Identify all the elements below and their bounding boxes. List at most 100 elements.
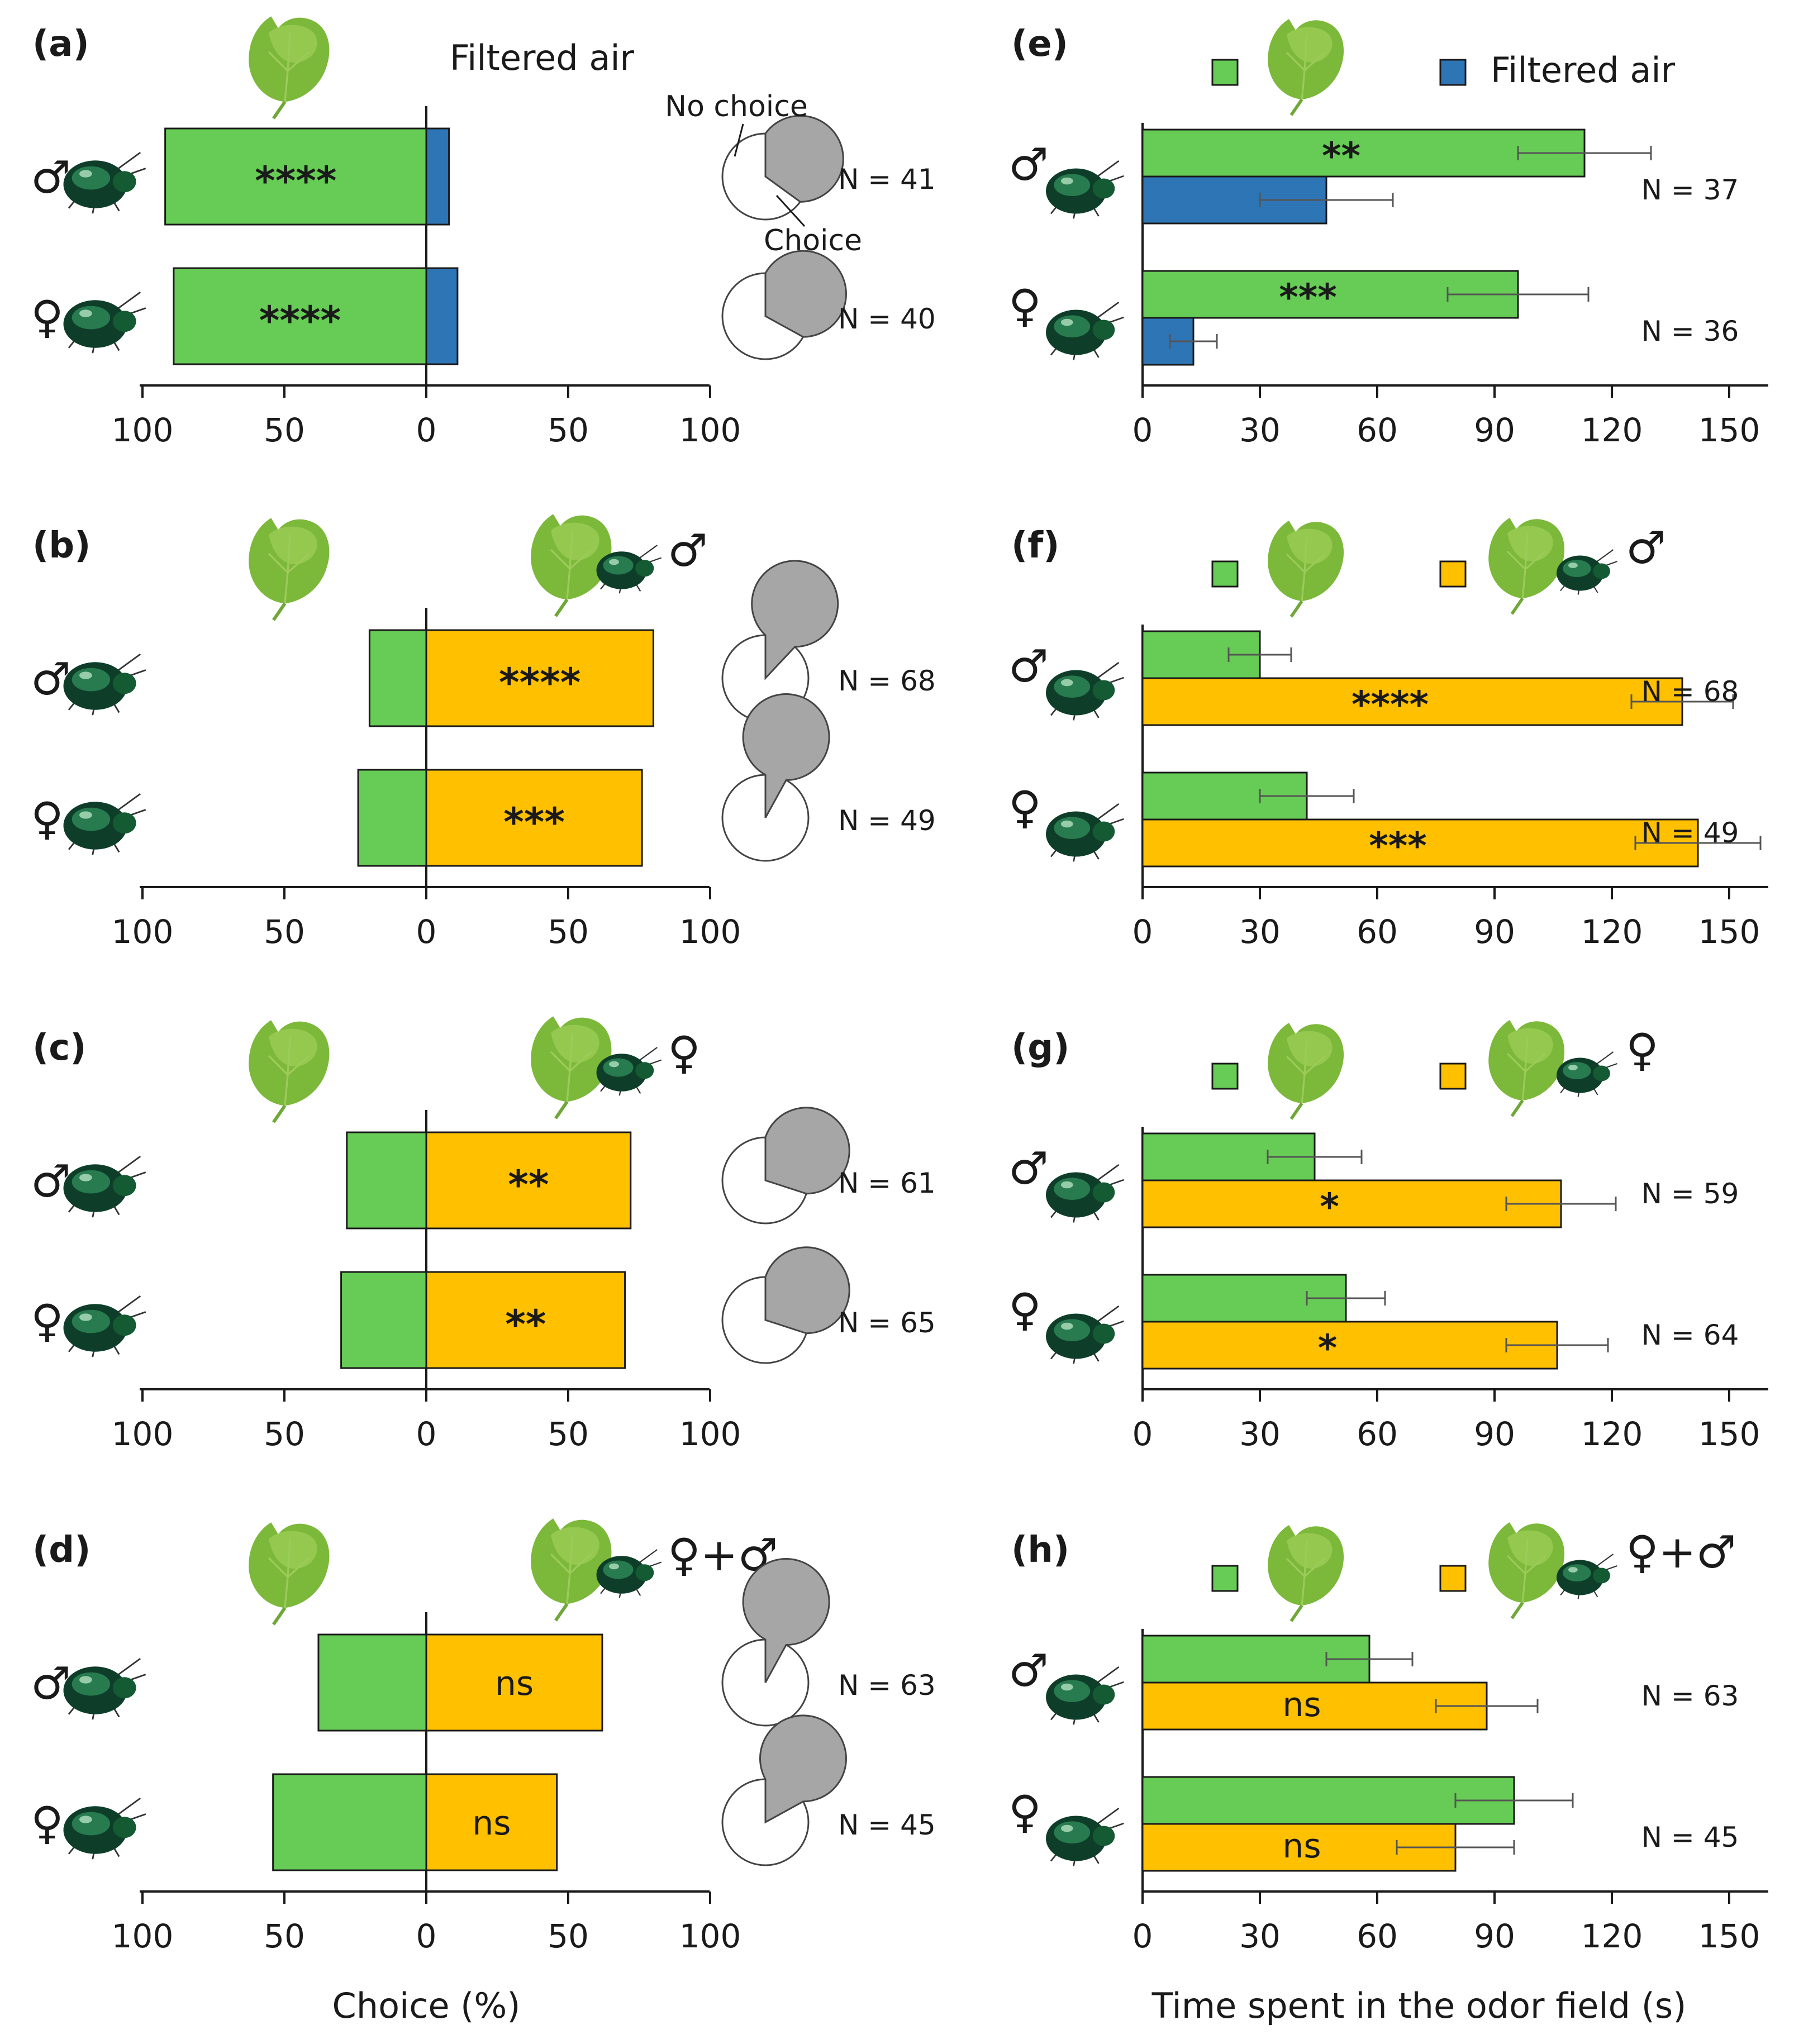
sample-size: N = 63: [838, 1669, 936, 1702]
sample-size: N = 59: [1641, 1178, 1739, 1210]
pie-choice: [759, 1714, 847, 1824]
bar-leaf: [368, 629, 427, 727]
beetle-head: [635, 1062, 654, 1079]
x-tick-label: 120: [1581, 913, 1643, 951]
x-tick-label: 50: [264, 1917, 305, 1955]
legend-swatch-leaf: [1211, 1063, 1239, 1090]
panel-h: (h) ♀+♂ ♂ ns N = 63 ♀ ns N = 45 0 30 60 90 120 150: [1008, 1522, 1768, 1955]
beetle-shine: [1563, 1564, 1591, 1581]
x-tick-label: 0: [416, 1415, 437, 1453]
beetle-head: [1092, 1684, 1115, 1705]
beetle-head: [1593, 1567, 1610, 1584]
beetle-head: [1092, 320, 1115, 340]
beetle-shine: [72, 668, 111, 692]
leaf-veins: [268, 32, 310, 102]
leaf-highlight: [551, 1527, 599, 1565]
x-tick-label: 120: [1581, 1415, 1643, 1453]
beetle-glint: [609, 559, 619, 565]
x-axis-title-right: Time spent in the odor field (s): [1151, 1985, 1687, 2026]
beetle-head: [1092, 1182, 1115, 1203]
beetle-icon: [1046, 803, 1124, 862]
leaf-highlight: [1507, 1028, 1553, 1064]
leaf-highlight: [551, 522, 599, 561]
beetle-shine: [603, 1560, 634, 1579]
beetle-shine: [1054, 1178, 1091, 1200]
beetle-head: [112, 1817, 136, 1838]
beetle-icon: [1046, 661, 1124, 721]
sample-size: N = 61: [838, 1167, 936, 1199]
beetle-head: [1092, 680, 1115, 701]
beetle-icon: [1557, 549, 1617, 595]
sex-symbol: ♀: [1008, 1786, 1041, 1838]
beetle-shine: [1563, 1062, 1591, 1079]
leaf-stem: [1289, 98, 1303, 116]
beetle-glint: [79, 811, 92, 819]
panel-label: (a): [32, 23, 89, 65]
x-tick-label: 30: [1239, 1917, 1281, 1955]
option-title-symbol: ♀: [1626, 1024, 1659, 1076]
beetle-head: [1092, 1323, 1115, 1344]
beetle-head: [112, 1677, 136, 1699]
leaf-highlight: [1287, 1031, 1333, 1066]
x-tick-label: 100: [679, 1415, 741, 1453]
x-tick-label: 50: [264, 1415, 305, 1453]
beetle-icon: [1046, 1305, 1124, 1364]
x-tick-label: 50: [548, 1415, 589, 1453]
x-tick-label: 0: [1132, 411, 1153, 449]
x-tick-label: 0: [416, 913, 437, 951]
legend-swatch-leaf: [1211, 560, 1239, 588]
beetle-glint: [1061, 1824, 1073, 1832]
beetle-glint: [79, 309, 92, 317]
beetle-icon: [63, 1295, 146, 1357]
beetle-glint: [1061, 177, 1073, 185]
beetle-icon: [63, 1155, 146, 1218]
leaf-icon: [249, 1020, 330, 1123]
beetle-icon: [1557, 1051, 1617, 1097]
beetle-shine: [72, 1812, 111, 1836]
beetle-glint: [1061, 820, 1073, 828]
significance-label: ****: [255, 158, 336, 204]
leaf-icon: [531, 1016, 612, 1119]
leaf-icon: [1268, 1525, 1344, 1622]
beetle-shine: [72, 1672, 111, 1696]
bar-treatment: [425, 1271, 626, 1369]
significance-label: ***: [1279, 276, 1337, 319]
sample-size: N = 37: [1641, 174, 1739, 206]
pie-legend-no-choice: No choice: [665, 90, 808, 123]
x-tick-label: 50: [264, 411, 305, 449]
leaf-veins: [550, 1535, 592, 1604]
legend-swatch-leaf: [1211, 1565, 1239, 1592]
x-tick-label: 30: [1239, 913, 1281, 951]
pie-choice: [742, 693, 830, 818]
beetle-icon: [63, 653, 146, 716]
bar-leaf: [317, 1633, 427, 1732]
panel-label: (b): [32, 525, 91, 566]
beetle-shine: [1054, 315, 1091, 337]
significance-label: *: [1318, 1327, 1338, 1370]
x-tick-label: 30: [1239, 411, 1281, 449]
pie-choice: [764, 1246, 850, 1335]
beetle-shine: [603, 556, 634, 575]
beetle-head: [1092, 1826, 1115, 1846]
x-tick-label: 150: [1698, 411, 1760, 449]
pie-legend-choice: Choice: [764, 224, 862, 258]
bar-leaf: [272, 1773, 427, 1871]
bar-leaf: [1141, 1776, 1515, 1825]
x-tick-label: 90: [1474, 913, 1515, 951]
beetle-glint: [1061, 318, 1073, 326]
leaf-highlight: [269, 1028, 317, 1067]
x-tick-label: 0: [1132, 1917, 1153, 1955]
leaf-veins: [1286, 1540, 1326, 1606]
beetle-shine: [72, 1309, 111, 1333]
bar-treatment: [425, 769, 643, 867]
pie-choice: [764, 250, 847, 338]
x-tick-label: 0: [1132, 1415, 1153, 1453]
leaf-highlight: [1507, 526, 1553, 561]
bar-treatment: [425, 127, 450, 226]
x-tick-label: 100: [112, 1917, 174, 1955]
sex-symbol: ♀: [1008, 280, 1041, 332]
leaf-veins: [1286, 34, 1326, 100]
sample-size: N = 45: [838, 1809, 936, 1841]
bar-treatment: [1141, 1179, 1562, 1228]
